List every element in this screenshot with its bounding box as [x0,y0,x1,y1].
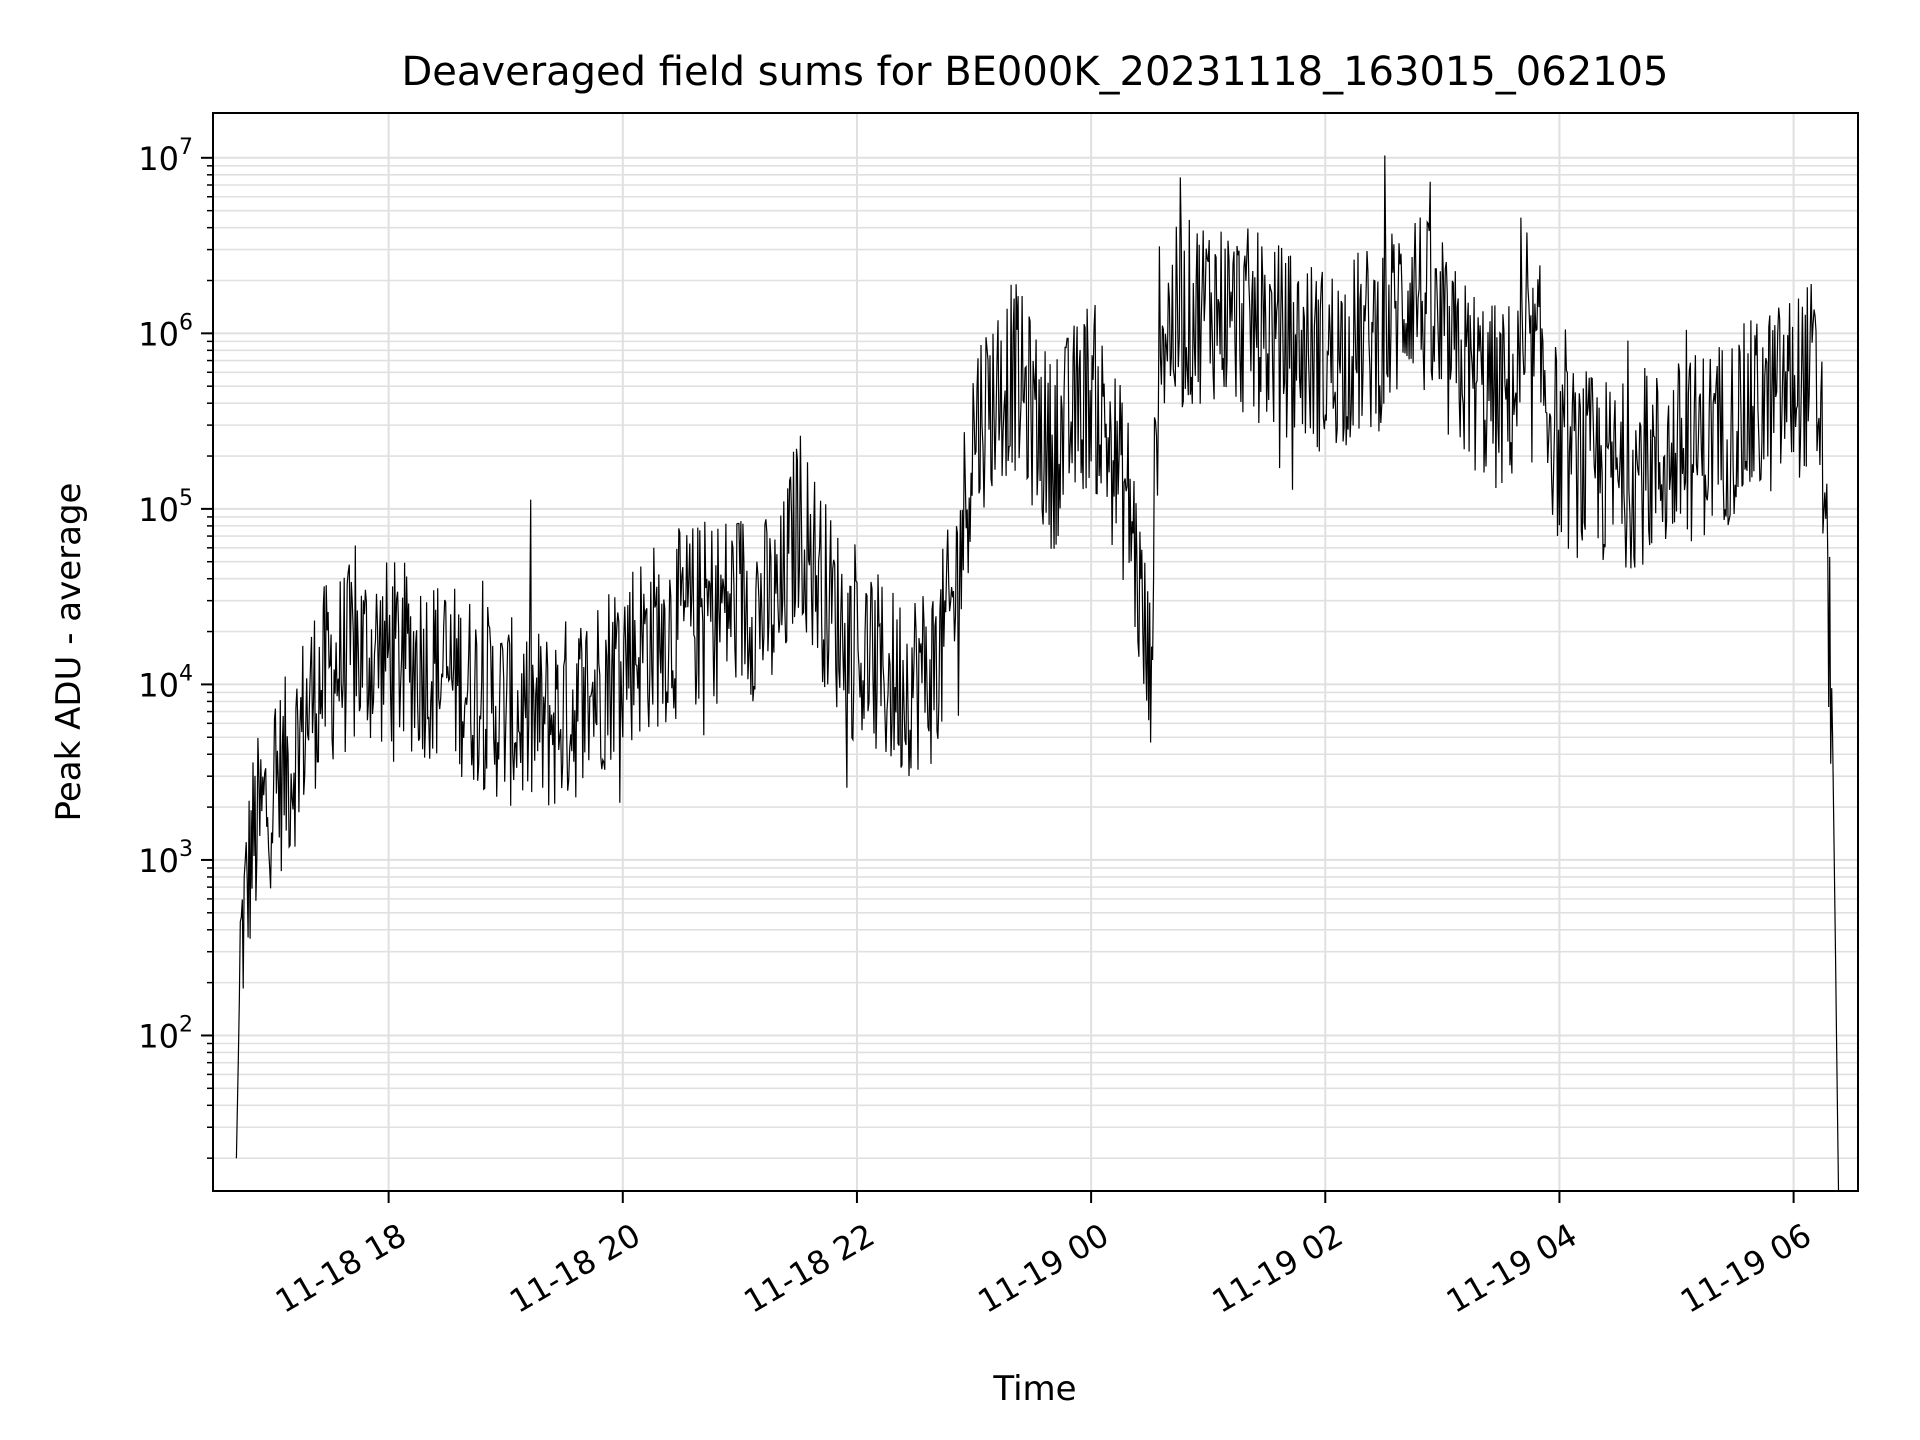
x-axis: 11-18 18 11-18 20 11-18 22 11-19 00 11-19 02… [269,1191,1818,1321]
chart-title: Deaveraged field sums for BE000K_2023111… [402,49,1669,95]
y-axis: 102 103 104 105 106 107 [138,135,213,1159]
x-tick-label: 11-19 06 [1674,1216,1818,1321]
x-tick-label: 11-19 04 [1440,1216,1584,1321]
x-tick-label: 11-18 22 [737,1216,881,1321]
y-tick-label: 102 [138,1012,193,1055]
x-axis-label: Time [992,1369,1076,1409]
y-axis-label: Peak ADU - average [49,483,89,822]
plot-area [212,112,1859,1192]
y-tick-label: 103 [138,837,193,880]
y-tick-label: 104 [138,661,193,704]
y-tick-label: 107 [138,135,193,178]
x-tick-label: 11-18 20 [503,1216,647,1321]
y-tick-label: 106 [138,310,193,353]
x-tick-label: 11-19 00 [972,1216,1116,1321]
x-tick-label: 11-19 02 [1206,1216,1350,1321]
grid [213,113,1858,1191]
x-tick-label: 11-18 18 [269,1216,413,1321]
y-tick-label: 105 [138,486,193,529]
series-line [235,155,1840,1192]
